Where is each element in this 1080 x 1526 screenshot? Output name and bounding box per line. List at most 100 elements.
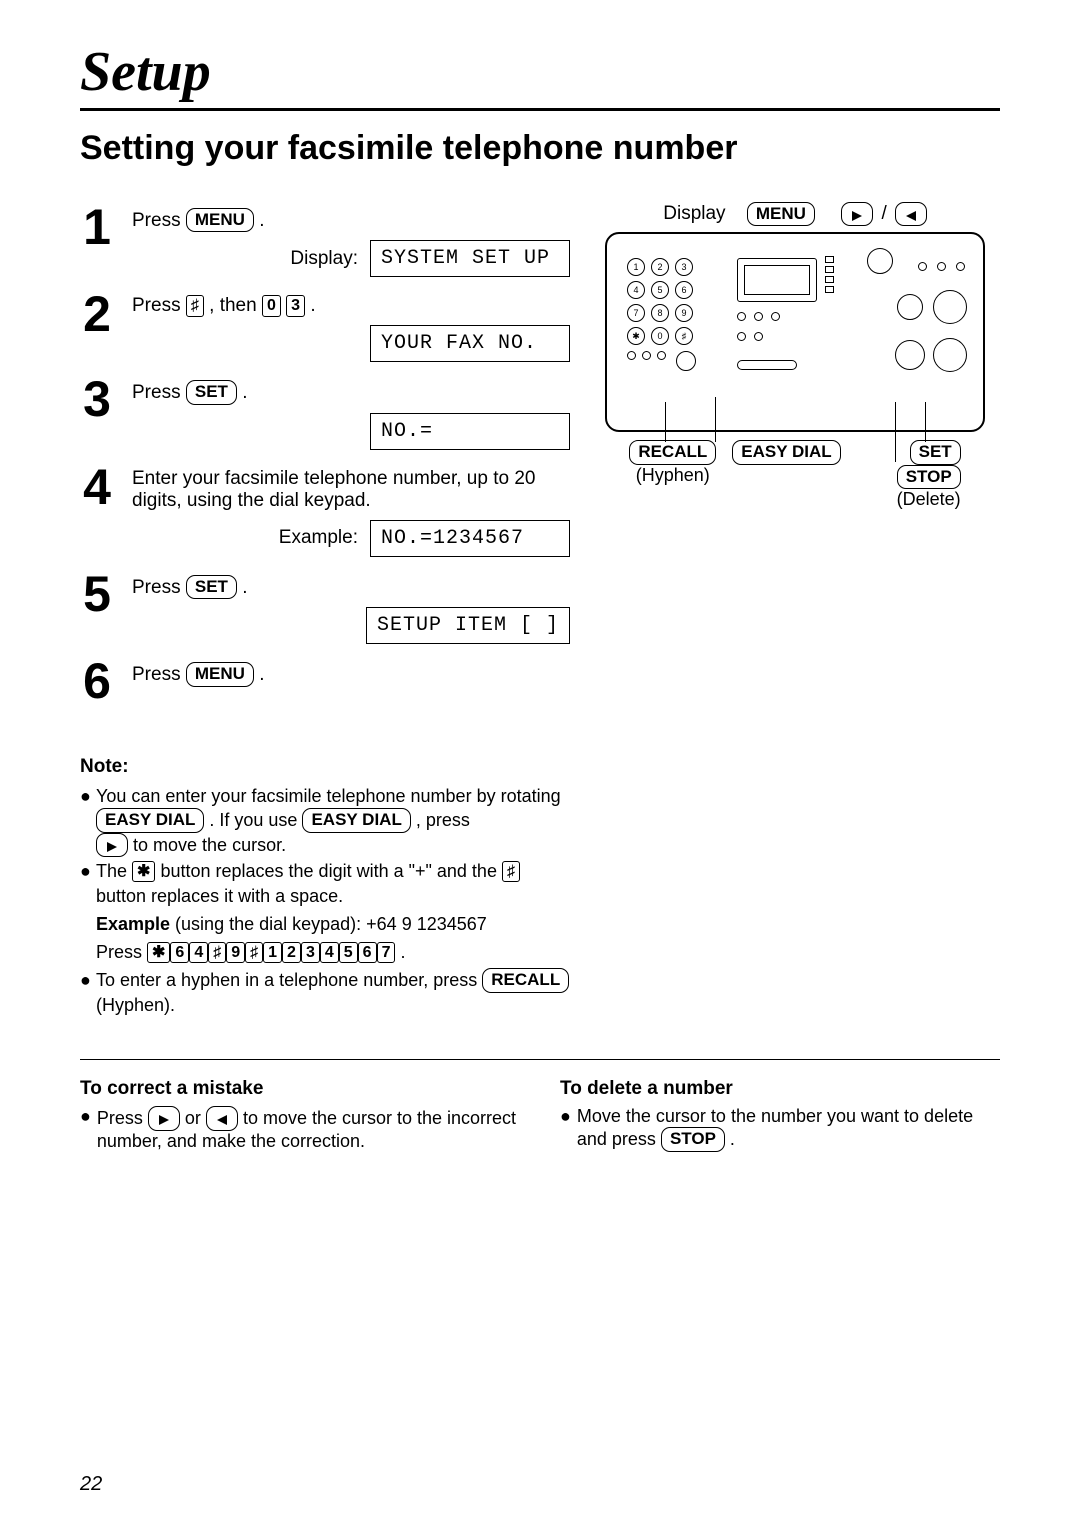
right-arrow-key bbox=[96, 833, 128, 857]
digit-1-key: 1 bbox=[263, 942, 282, 963]
display-box: NO.= bbox=[370, 413, 570, 450]
display-box: SYSTEM SET UP bbox=[370, 240, 570, 277]
step-text: Press bbox=[132, 382, 186, 403]
step-4: 4 Enter your facsimile telephone number,… bbox=[80, 462, 570, 557]
step-text: Press bbox=[132, 577, 186, 598]
page-section-title: Setup bbox=[80, 40, 1000, 111]
step-number: 3 bbox=[80, 374, 114, 424]
correct-mistake-section: To correct a mistake ● Press or to move … bbox=[80, 1078, 520, 1151]
text: Move the cursor to the number you want t… bbox=[577, 1106, 973, 1149]
left-arrow-key bbox=[206, 1106, 238, 1130]
step-text: . bbox=[242, 382, 247, 403]
page-number: 22 bbox=[80, 1473, 102, 1496]
text: Press bbox=[97, 1108, 148, 1128]
digit-4-key: 4 bbox=[320, 942, 339, 963]
page-heading: Setting your facsimile telephone number bbox=[80, 129, 1000, 168]
dial-keypad-icon: 123 456 789 ✱0♯ bbox=[627, 258, 696, 376]
note-text: . If you use bbox=[209, 810, 302, 830]
step-text: Enter your facsimile telephone number, u… bbox=[132, 468, 570, 512]
text: or bbox=[185, 1108, 206, 1128]
step-text: . bbox=[259, 664, 264, 685]
note-text: button replaces the digit with a "+" and… bbox=[160, 861, 502, 881]
easy-dial-key: EASY DIAL bbox=[302, 808, 410, 832]
display-label: Display bbox=[663, 203, 725, 225]
step-text: Press bbox=[132, 295, 186, 316]
delete-number-section: To delete a number ● Move the cursor to … bbox=[560, 1078, 1000, 1151]
star-key: ✱ bbox=[147, 942, 170, 963]
hash-key: ♯ bbox=[208, 942, 226, 963]
divider bbox=[80, 1059, 1000, 1060]
note-text: (Hyphen). bbox=[96, 995, 175, 1015]
step-number: 5 bbox=[80, 569, 114, 619]
delete-label: (Delete) bbox=[897, 489, 961, 509]
display-box: SETUP ITEM [ ] bbox=[366, 607, 570, 644]
digit-3-key: 3 bbox=[286, 295, 305, 316]
set-key: SET bbox=[186, 380, 237, 404]
digit-6-key: 6 bbox=[358, 942, 377, 963]
example-label: Example: bbox=[279, 527, 358, 549]
digit-5-key: 5 bbox=[339, 942, 358, 963]
right-arrow-key bbox=[148, 1106, 180, 1130]
note-list: ● You can enter your facsimile telephone… bbox=[80, 784, 570, 1017]
star-key: ✱ bbox=[132, 861, 155, 882]
step-number: 4 bbox=[80, 462, 114, 512]
display-box: NO.=1234567 bbox=[370, 520, 570, 557]
step-3: 3 Press SET . NO.= bbox=[80, 374, 570, 449]
recall-key: RECALL bbox=[629, 440, 716, 464]
step-number: 1 bbox=[80, 202, 114, 252]
menu-key: MENU bbox=[186, 662, 254, 686]
fax-device-diagram: Display MENU / 123 456 789 ✱0♯ bbox=[605, 202, 985, 510]
step-text: . bbox=[259, 210, 264, 231]
step-1: 1 Press MENU . Display: SYSTEM SET UP bbox=[80, 202, 570, 277]
recall-key: RECALL bbox=[482, 968, 569, 992]
step-5: 5 Press SET . SETUP ITEM [ ] bbox=[80, 569, 570, 644]
example-label: Example bbox=[96, 914, 170, 934]
digit-9-key: 9 bbox=[226, 942, 245, 963]
display-label: Display: bbox=[290, 248, 358, 270]
right-arrow-key bbox=[841, 202, 873, 226]
digit-0-key: 0 bbox=[262, 295, 281, 316]
hash-key: ♯ bbox=[502, 861, 520, 882]
hash-key: ♯ bbox=[186, 295, 204, 316]
lcd-icon bbox=[737, 258, 817, 302]
step-text: , then bbox=[209, 295, 262, 316]
stop-key: STOP bbox=[897, 465, 961, 489]
hash-key: ♯ bbox=[245, 942, 263, 963]
digit-6-key: 6 bbox=[170, 942, 189, 963]
device-diagram-column: Display MENU / 123 456 789 ✱0♯ bbox=[590, 202, 1000, 1019]
menu-key: MENU bbox=[186, 208, 254, 232]
menu-key: MENU bbox=[747, 202, 815, 226]
step-text: . bbox=[310, 295, 315, 316]
digit-3-key: 3 bbox=[301, 942, 320, 963]
subsection-heading: To delete a number bbox=[560, 1078, 1000, 1100]
panel-icon bbox=[825, 256, 847, 306]
step-number: 6 bbox=[80, 656, 114, 706]
stop-key: STOP bbox=[661, 1127, 725, 1151]
set-key: SET bbox=[910, 440, 961, 464]
step-2: 2 Press ♯ , then 0 3 . YOUR FAX NO. bbox=[80, 289, 570, 362]
step-text: Press bbox=[132, 664, 186, 685]
press-label: Press bbox=[96, 942, 147, 962]
note-text: , press bbox=[416, 810, 470, 830]
note-text: to move the cursor. bbox=[133, 835, 286, 855]
digit-2-key: 2 bbox=[282, 942, 301, 963]
digit-4-key: 4 bbox=[189, 942, 208, 963]
note-text: You can enter your facsimile telephone n… bbox=[96, 786, 561, 806]
subsection-heading: To correct a mistake bbox=[80, 1078, 520, 1100]
left-arrow-key bbox=[895, 202, 927, 226]
step-text: Press bbox=[132, 210, 186, 231]
easy-dial-key: EASY DIAL bbox=[96, 808, 204, 832]
step-text: . bbox=[242, 577, 247, 598]
note-heading: Note: bbox=[80, 756, 570, 778]
step-number: 2 bbox=[80, 289, 114, 339]
digit-7-key: 7 bbox=[377, 942, 396, 963]
note-text: The bbox=[96, 861, 132, 881]
text: . bbox=[725, 1129, 735, 1149]
set-key: SET bbox=[186, 575, 237, 599]
steps-column: 1 Press MENU . Display: SYSTEM SET UP 2 … bbox=[80, 202, 570, 1019]
note-text: button replaces it with a space. bbox=[96, 886, 343, 906]
example-text: (using the dial keypad): +64 9 1234567 bbox=[170, 914, 487, 934]
hyphen-label: (Hyphen) bbox=[636, 465, 710, 485]
step-6: 6 Press MENU . bbox=[80, 656, 570, 706]
slash: / bbox=[881, 203, 886, 225]
